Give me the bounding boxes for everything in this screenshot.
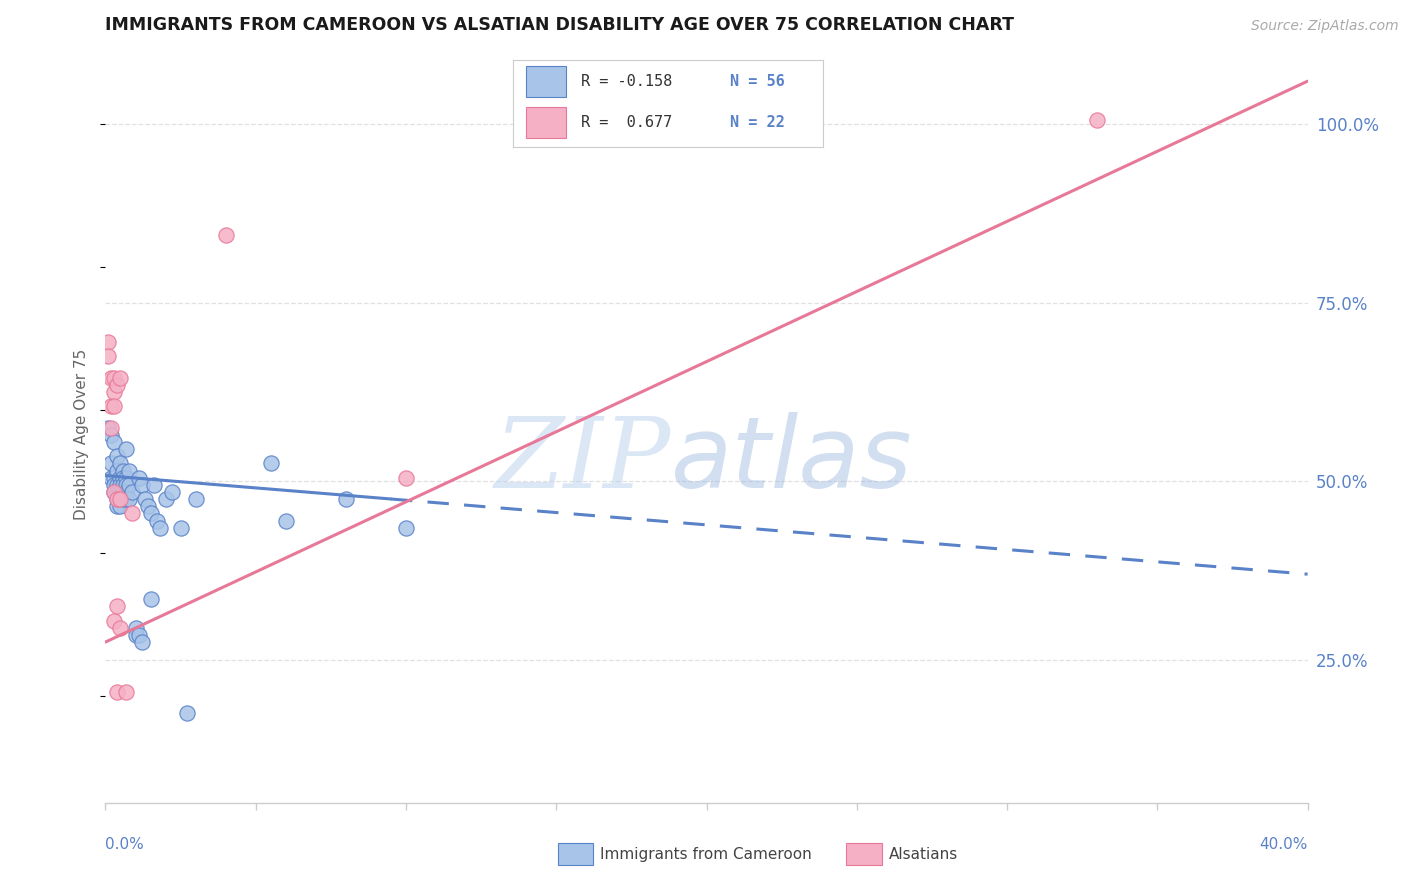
Point: [112, 464, 135, 478]
Point: [124, 621, 146, 635]
Point: [103, 471, 125, 485]
Point: [110, 478, 132, 492]
Point: [110, 492, 132, 507]
Point: [100, 420, 122, 434]
Point: [107, 377, 129, 392]
Point: [148, 521, 170, 535]
Point: [100, 457, 122, 471]
Text: atlas: atlas: [671, 412, 912, 509]
Point: [139, 592, 162, 607]
Text: R = -0.158: R = -0.158: [581, 74, 672, 89]
Point: [128, 628, 150, 642]
Text: ZIP: ZIP: [494, 413, 671, 508]
Point: [121, 485, 143, 500]
FancyBboxPatch shape: [526, 66, 565, 97]
Point: [103, 485, 125, 500]
Point: [107, 485, 129, 500]
Point: [110, 370, 132, 384]
Point: [134, 492, 156, 507]
Point: [115, 485, 138, 500]
Point: [100, 399, 122, 413]
Point: [107, 492, 129, 507]
Point: [169, 521, 191, 535]
Point: [103, 435, 125, 450]
Text: Source: ZipAtlas.com: Source: ZipAtlas.com: [1251, 20, 1399, 33]
Point: [107, 478, 129, 492]
Point: [395, 471, 418, 485]
Point: [184, 492, 207, 507]
Point: [110, 485, 132, 500]
Y-axis label: Disability Age Over 75: Disability Age Over 75: [75, 350, 90, 520]
Point: [155, 492, 177, 507]
Point: [112, 485, 135, 500]
Point: [139, 507, 162, 521]
Point: [110, 500, 132, 514]
Text: 40.0%: 40.0%: [1260, 838, 1308, 852]
Point: [176, 706, 198, 721]
Point: [103, 614, 125, 628]
Point: [97, 334, 120, 349]
Point: [160, 485, 183, 500]
Point: [97, 349, 120, 363]
Point: [100, 370, 122, 384]
Point: [112, 478, 135, 492]
Point: [1085, 113, 1108, 128]
Point: [103, 399, 125, 413]
Point: [103, 478, 125, 492]
Point: [107, 464, 129, 478]
Point: [131, 478, 153, 492]
Point: [145, 514, 167, 528]
Point: [100, 471, 122, 485]
Point: [121, 507, 143, 521]
Point: [112, 492, 135, 507]
Point: [107, 685, 129, 699]
Point: [118, 478, 141, 492]
Point: [260, 457, 283, 471]
Text: N = 56: N = 56: [730, 74, 785, 89]
Point: [110, 621, 132, 635]
Point: [107, 599, 129, 614]
Point: [103, 384, 125, 399]
Text: N = 22: N = 22: [730, 115, 785, 130]
Point: [107, 500, 129, 514]
Point: [115, 492, 138, 507]
Point: [115, 442, 138, 457]
Text: 0.0%: 0.0%: [105, 838, 145, 852]
Point: [124, 628, 146, 642]
Point: [214, 227, 236, 242]
Point: [142, 478, 165, 492]
Text: Immigrants from Cameroon: Immigrants from Cameroon: [600, 847, 813, 862]
Point: [118, 464, 141, 478]
Point: [395, 521, 418, 535]
Point: [112, 471, 135, 485]
Point: [128, 471, 150, 485]
Point: [110, 492, 132, 507]
Text: IMMIGRANTS FROM CAMEROON VS ALSATIAN DISABILITY AGE OVER 75 CORRELATION CHART: IMMIGRANTS FROM CAMEROON VS ALSATIAN DIS…: [105, 16, 1015, 34]
Point: [115, 685, 138, 699]
FancyBboxPatch shape: [526, 107, 565, 138]
Point: [107, 492, 129, 507]
Point: [131, 635, 153, 649]
Point: [115, 471, 138, 485]
Point: [97, 420, 120, 434]
Point: [115, 478, 138, 492]
Point: [100, 428, 122, 442]
Point: [103, 485, 125, 500]
Point: [103, 370, 125, 384]
Point: [274, 514, 297, 528]
Text: R =  0.677: R = 0.677: [581, 115, 672, 130]
Point: [136, 500, 159, 514]
Text: Alsatians: Alsatians: [889, 847, 957, 862]
Point: [107, 450, 129, 464]
Point: [118, 492, 141, 507]
Point: [335, 492, 357, 507]
Point: [110, 457, 132, 471]
Point: [110, 471, 132, 485]
